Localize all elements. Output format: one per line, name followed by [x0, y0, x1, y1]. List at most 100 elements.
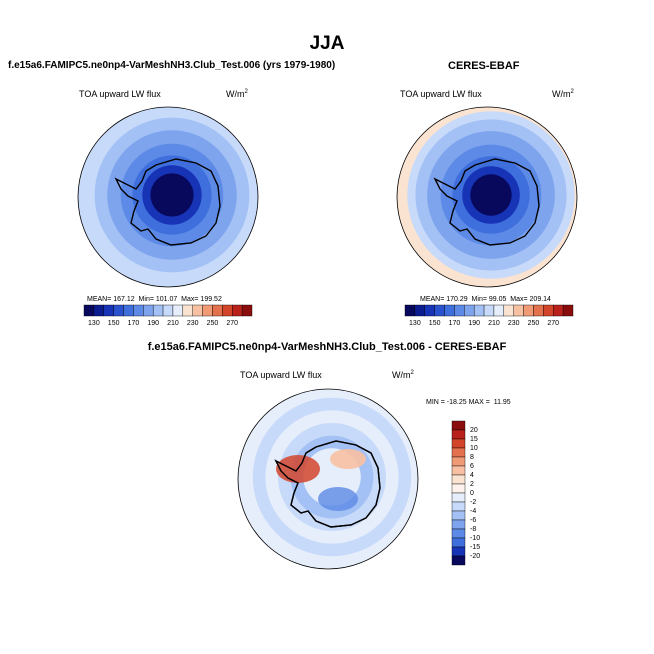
colorbar-label: -15 — [470, 544, 480, 551]
left-units: W/m2 — [226, 89, 248, 99]
colorbar-box — [162, 304, 174, 317]
colorbar-label: 230 — [187, 320, 199, 327]
colorbar-label: -6 — [470, 517, 476, 524]
colorbar-box — [434, 304, 445, 317]
colorbar-box — [192, 304, 203, 317]
warm-anomaly — [330, 449, 366, 469]
colorbar-box — [483, 304, 495, 317]
colorbar-box — [123, 304, 134, 317]
colorbar-box — [451, 429, 466, 440]
colorbar-box — [172, 304, 184, 317]
colorbar-box — [414, 304, 425, 317]
colorbar-label: -2 — [470, 499, 476, 506]
right-panel-title: CERES-EBAF — [448, 60, 520, 72]
colorbar-box — [543, 304, 554, 317]
colorbar-box — [451, 465, 466, 476]
colorbar-label: 8 — [470, 454, 474, 461]
map-border — [77, 106, 259, 288]
colorbar-label: 6 — [470, 463, 474, 470]
colorbar-label: 190 — [468, 320, 480, 327]
colorbar-label: 150 — [108, 320, 120, 327]
right-units: W/m2 — [552, 89, 574, 99]
colorbar-box — [241, 304, 253, 317]
colorbar-box — [493, 304, 505, 317]
colorbar-box — [212, 304, 223, 317]
colorbar-box — [451, 492, 466, 503]
map-diff — [238, 389, 418, 569]
left-panel-title: f.e15a6.FAMIPC5.ne0np4-VarMeshNH3.Club_T… — [8, 60, 336, 71]
colorbar-box — [464, 304, 475, 317]
colorbar-label: -20 — [470, 553, 480, 560]
colorbar-box — [451, 456, 466, 467]
colorbar-box — [451, 483, 466, 494]
colorbar-box — [523, 304, 534, 317]
left-units-text: W/m — [226, 89, 245, 99]
diff-variable-label: TOA upward LW flux — [240, 370, 322, 380]
colorbar-label: 2 — [470, 481, 474, 488]
colorbar-label: 230 — [508, 320, 520, 327]
colorbar-box — [513, 304, 524, 317]
right-variable-label: TOA upward LW flux — [400, 89, 482, 99]
colorbar-label: 210 — [167, 320, 179, 327]
colorbar-label: 250 — [207, 320, 219, 327]
colorbar-box — [222, 304, 233, 317]
colorbar-box — [533, 304, 544, 317]
colorbar-box — [451, 501, 466, 512]
map-overlay — [77, 106, 578, 570]
colorbar-label: 170 — [128, 320, 140, 327]
map-border — [237, 388, 419, 570]
colorbar-label: 15 — [470, 436, 478, 443]
colorbar-label: 210 — [488, 320, 500, 327]
colorbar-box — [451, 537, 466, 548]
colorbar-box — [424, 304, 435, 317]
colorbar-box — [451, 438, 466, 449]
colorbar-label: 190 — [147, 320, 159, 327]
diff-minmax: MIN = -18.25 MAX = 11.95 — [426, 399, 511, 406]
colorbar-label: 150 — [429, 320, 441, 327]
colorbar-box — [182, 304, 193, 317]
diff-units-text: W/m — [392, 370, 411, 380]
diff-units-exp: 2 — [410, 370, 414, 376]
colorbar-label: 270 — [226, 320, 238, 327]
left-units-exp: 2 — [244, 89, 248, 95]
colorbar-box — [473, 304, 485, 317]
map-band — [150, 173, 194, 217]
colorbar-box — [152, 304, 164, 317]
colorbar-box — [451, 420, 466, 431]
colorbar-box — [444, 304, 455, 317]
colorbar-box — [562, 304, 574, 317]
map-band — [470, 174, 512, 216]
colorbar-label: 130 — [88, 320, 100, 327]
colorbar-label: 20 — [470, 427, 478, 434]
colorbar-label: 170 — [449, 320, 461, 327]
colorbar-box — [103, 304, 114, 317]
colorbar-box — [451, 546, 466, 557]
colorbar-label: 250 — [528, 320, 540, 327]
main-title: JJA — [309, 33, 345, 54]
colorbar-box — [133, 304, 144, 317]
colorbar-box — [113, 304, 124, 317]
colorbar-box — [451, 519, 466, 530]
colorbar-label: 4 — [470, 472, 474, 479]
map-model — [78, 107, 258, 287]
left-variable-label: TOA upward LW flux — [79, 89, 161, 99]
colorbar-box — [232, 304, 243, 317]
colorbar-label: 130 — [409, 320, 421, 327]
cool-anomaly — [318, 487, 358, 511]
colorbar-box — [553, 304, 564, 317]
right-stats: MEAN= 170.29 Min= 99.05 Max= 209.14 — [420, 296, 551, 303]
colorbar-box — [451, 528, 466, 539]
colorbar-box — [202, 304, 213, 317]
colorbar-box — [451, 474, 466, 485]
colorbar-box — [143, 304, 154, 317]
colorbar-label: 0 — [470, 490, 474, 497]
colorbar-box — [83, 304, 95, 317]
colorbar-box — [451, 447, 466, 458]
diff-units: W/m2 — [392, 370, 414, 380]
colorbar-box — [503, 304, 514, 317]
colorbar-label: -10 — [470, 535, 480, 542]
colorbar-box — [451, 510, 466, 521]
diff-panel-title: f.e15a6.FAMIPC5.ne0np4-VarMeshNH3.Club_T… — [147, 341, 507, 353]
